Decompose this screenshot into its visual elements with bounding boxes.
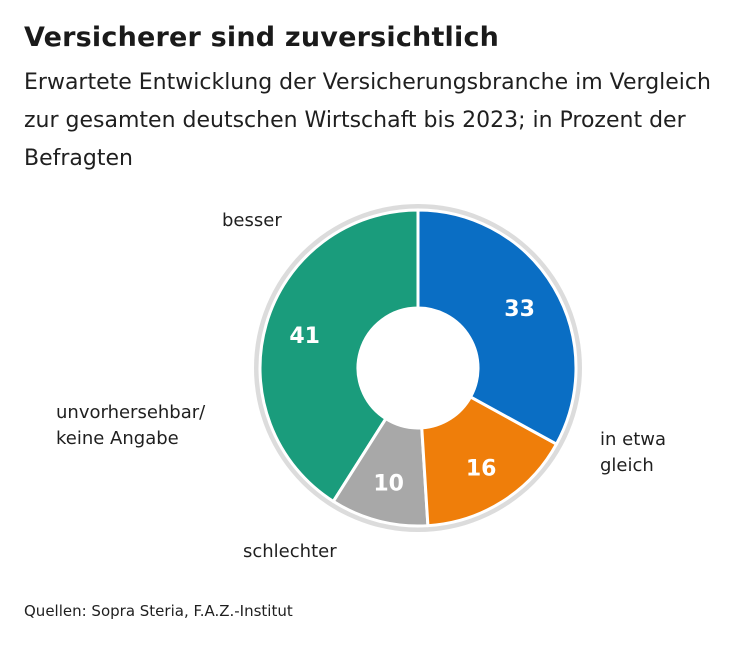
- donut-center-hole: [358, 308, 478, 428]
- slice-value-label-1: 10: [373, 471, 404, 496]
- chart-title: Versicherer sind zuversichtlich: [24, 22, 500, 53]
- slice-category-label-2: schlechter: [243, 541, 337, 562]
- slice-value-label-0: 41: [289, 324, 320, 349]
- slice-category-label-0: besser: [222, 210, 282, 231]
- slice-category-label-1: unvorhersehbar/keine Angabe: [56, 402, 206, 449]
- slice-value-label-2: 16: [466, 457, 497, 482]
- source-note: Quellen: Sopra Steria, F.A.Z.-Institut: [24, 602, 293, 620]
- slice-category-label-3: in etwa gleich: [600, 429, 666, 476]
- chart-subtitle: Erwartete Entwicklung der Versicherungsb…: [24, 70, 711, 171]
- slice-value-label-3: 33: [504, 297, 535, 322]
